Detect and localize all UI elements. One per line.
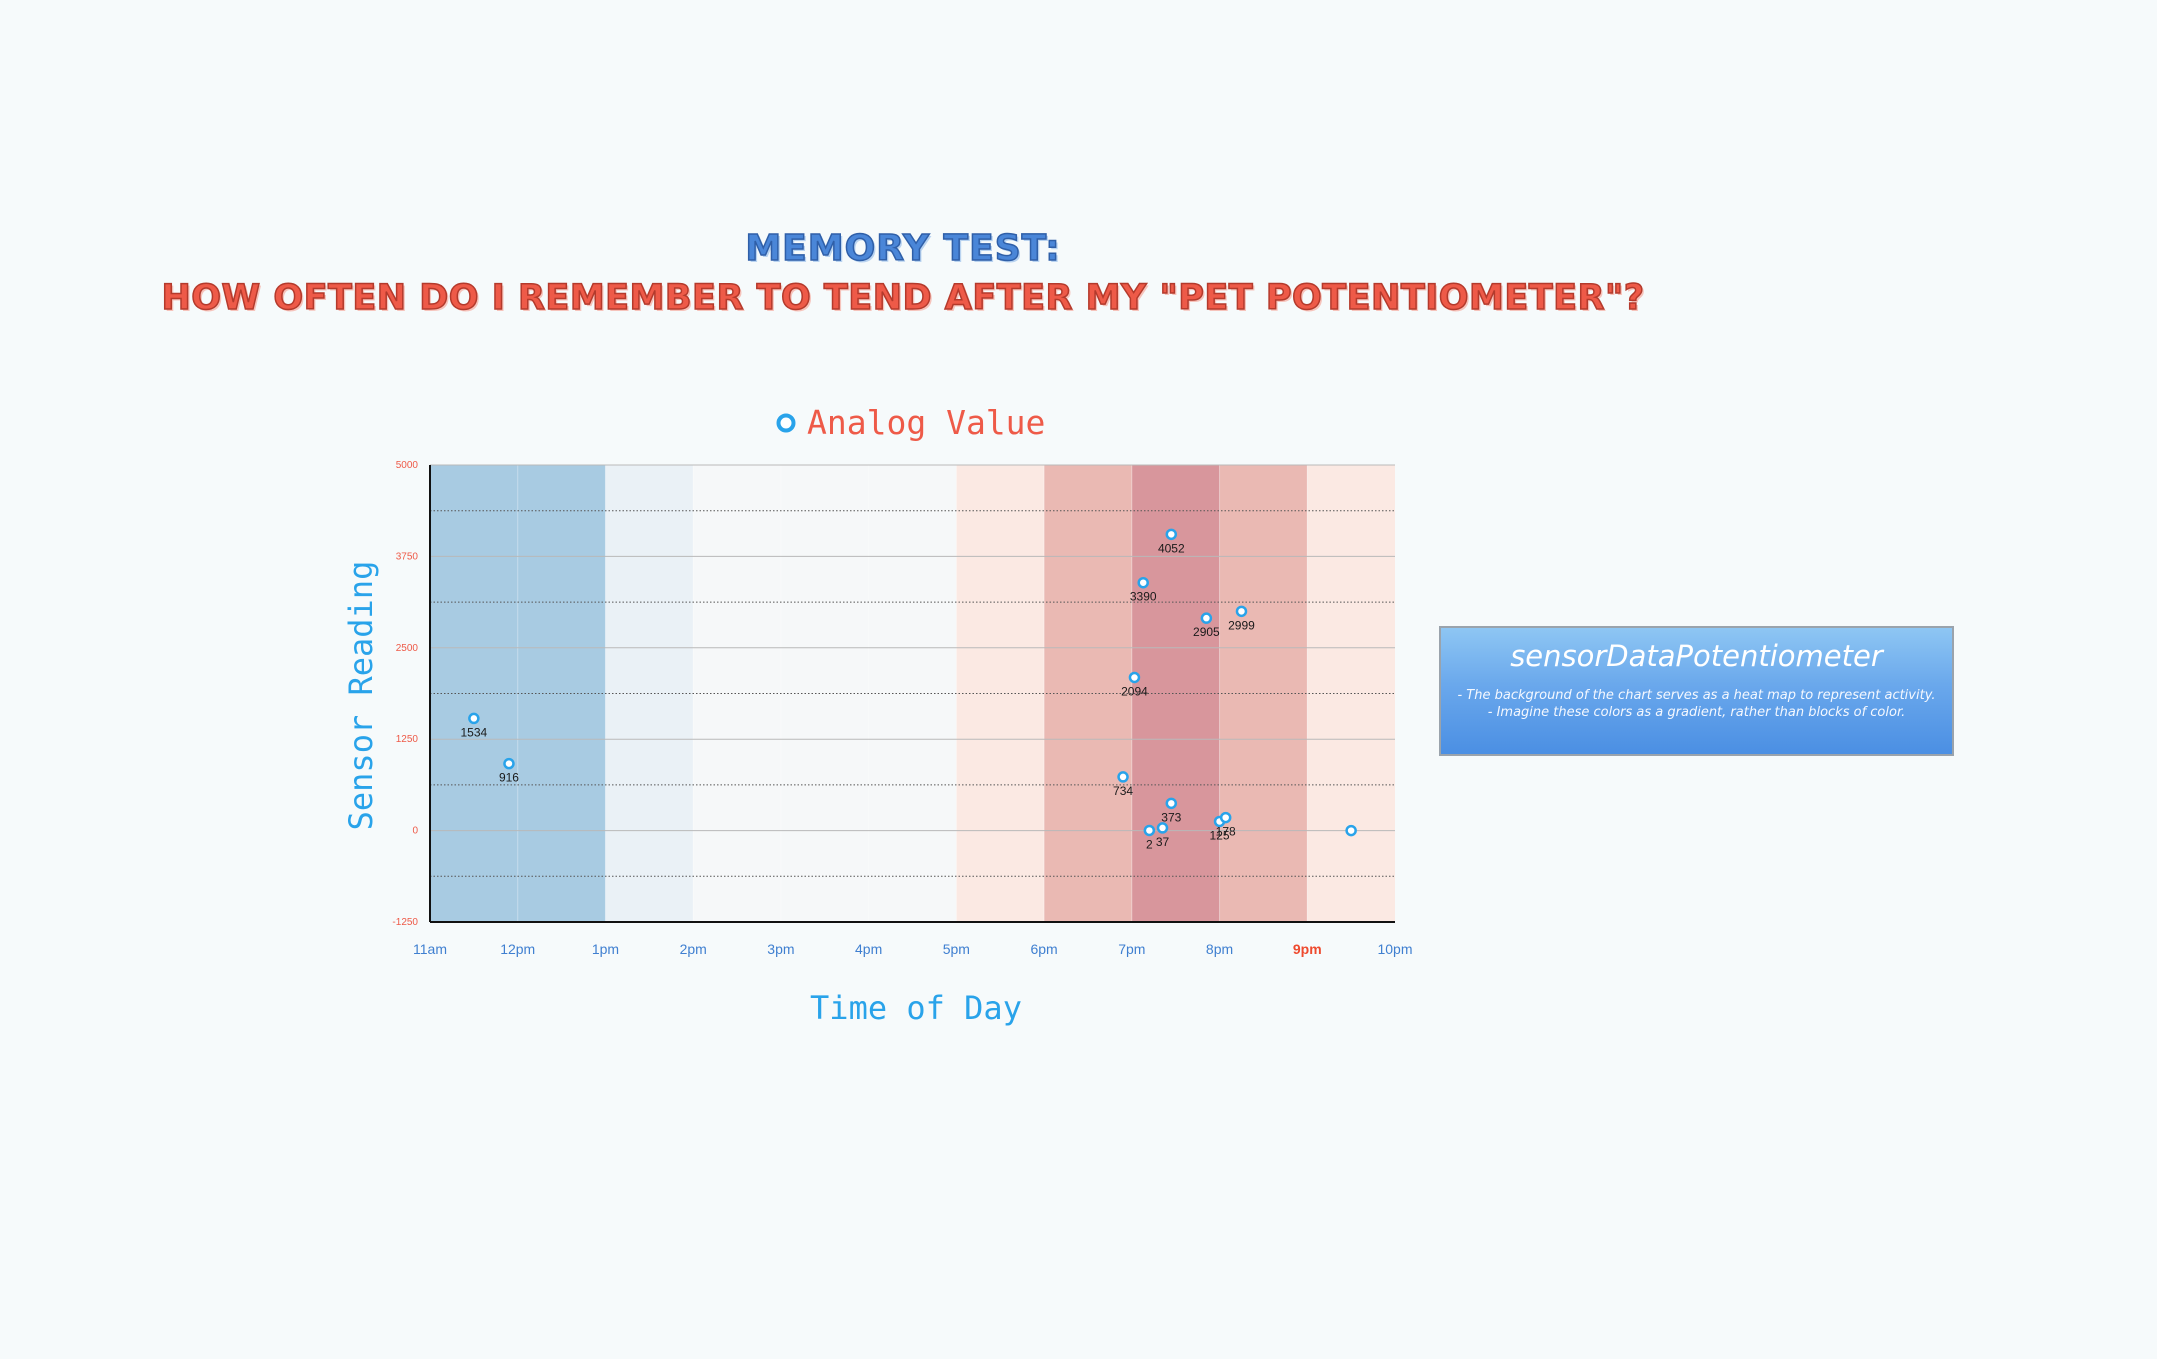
y-tick-label: 3750	[396, 551, 419, 562]
note-line-2: - Imagine these colors as a gradient, ra…	[1487, 705, 1906, 720]
data-point-9	[1200, 612, 1213, 624]
y-tick-label: 1250	[396, 734, 419, 745]
x-tick-label: 8pm	[1206, 941, 1233, 957]
y-tick-label: -1250	[392, 917, 418, 928]
data-point-1	[503, 757, 515, 770]
data-point-2	[1117, 771, 1129, 783]
x-tick-label: 2pm	[680, 941, 707, 957]
data-label-10: 125	[1210, 828, 1230, 842]
y-axis-title: Sensor Reading	[342, 561, 380, 831]
data-point-5	[1143, 824, 1156, 837]
chart-title-line1: MEMORY TEST:	[745, 227, 1061, 270]
data-label-1: 916	[499, 771, 519, 785]
axis-titles: Time of Day Sensor Reading	[342, 561, 1022, 1027]
x-tick-label: 6pm	[1030, 941, 1057, 957]
heatmap-band-1	[605, 465, 694, 922]
x-tick-label: 12pm	[500, 941, 535, 957]
data-point-8	[1165, 528, 1178, 541]
data-label-9: 2905	[1193, 625, 1220, 639]
data-label-11: 178	[1216, 825, 1236, 839]
data-label-4: 3390	[1130, 590, 1157, 604]
note-title: sensorDataPotentiometer	[1510, 639, 1883, 673]
data-point-6	[1156, 822, 1169, 834]
x-tick-label: 5pm	[943, 941, 970, 957]
legend-marker	[776, 413, 796, 433]
data-label-7: 373	[1161, 810, 1181, 824]
data-point-4	[1137, 576, 1149, 589]
legend: Analog Value	[776, 403, 1045, 442]
y-tick-label: 2500	[396, 643, 419, 654]
chart-title-line2: HOW OFTEN DO I REMEMBER TO TEND AFTER MY…	[161, 277, 1645, 319]
data-point-0	[468, 712, 480, 725]
x-axis-title: Time of Day	[810, 989, 1022, 1027]
data-label-0: 1534	[461, 725, 488, 739]
data-label-8: 4052	[1158, 541, 1185, 555]
axes	[429, 465, 1395, 923]
data-label-6: 37	[1156, 835, 1170, 849]
x-tick-labels: 11am 12pm 1pm 2pm 3pm 4pm 5pm 6pm 7pm 8pm 9pm 10pm	[413, 941, 1413, 957]
grid-lines	[430, 464, 1395, 922]
y-tick-label: 5000	[396, 460, 419, 471]
data-points	[468, 528, 1357, 837]
data-point-7	[1165, 797, 1178, 810]
x-tick-label: 3pm	[767, 941, 794, 957]
x-tick-label: 4pm	[855, 941, 882, 957]
x-tick-label: 9pm	[1293, 941, 1322, 957]
x-tick-label: 1pm	[592, 941, 619, 957]
x-tick-label: 10pm	[1377, 941, 1412, 957]
data-label-12: 2999	[1228, 618, 1255, 632]
heatmap-band-2	[693, 465, 957, 922]
data-label-2: 734	[1113, 784, 1133, 798]
data-point-12	[1235, 605, 1248, 618]
data-point-13	[1345, 824, 1357, 837]
data-label-3: 2094	[1121, 684, 1148, 698]
y-tick-label: 0	[412, 826, 418, 837]
note-box: sensorDataPotentiometer - The background…	[1439, 626, 1954, 756]
note-line-1: - The background of the chart serves as …	[1457, 688, 1936, 703]
x-tick-label: 11am	[413, 941, 447, 957]
x-tick-label: 7pm	[1118, 941, 1145, 957]
data-point-11	[1219, 811, 1232, 824]
data-point-3	[1128, 671, 1141, 684]
data-label-5: 2	[1146, 837, 1153, 851]
y-tick-labels: 5000 3750 2500 1250 0 -1250	[392, 460, 418, 928]
legend-label: Analog Value	[807, 403, 1045, 442]
